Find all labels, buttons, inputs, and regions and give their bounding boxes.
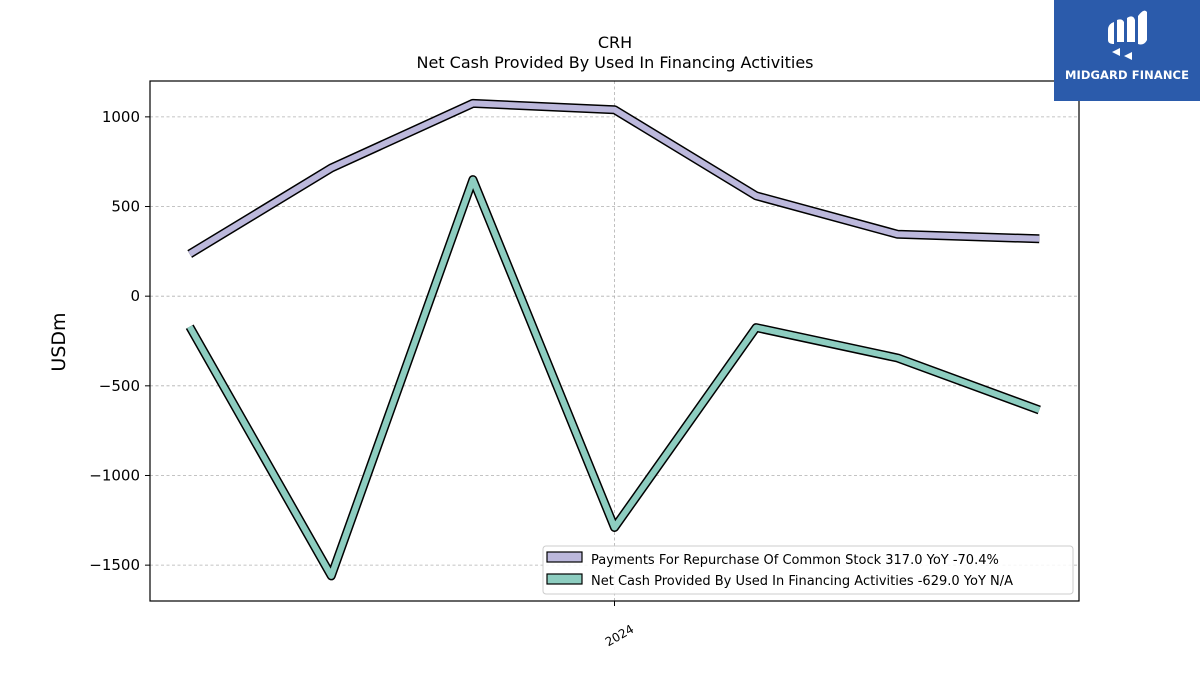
legend-swatch-financing [546,573,583,585]
legend-label-financing: Net Cash Provided By Used In Financing A… [591,574,1013,589]
chart-title: CRH [598,33,632,52]
x-axis: 2024 [603,601,636,649]
brand-logo-text: MIDGARD FINANCE [1064,68,1190,82]
brand-logo: MIDGARD FINANCE [1054,0,1200,101]
y-tick-label: 0 [130,287,140,305]
series-line-0 [188,100,1040,257]
midgard-logo-icon [1108,10,1147,60]
y-axis-label: USDm [48,312,70,371]
legend-swatch-repurchase [546,551,583,563]
x-tick-label: 2024 [603,622,636,649]
series-line-1 [187,176,1041,579]
legend-box [542,545,1074,595]
legend-label-repurchase: Payments For Repurchase Of Common Stock … [591,553,999,568]
y-tick-label: 500 [111,198,140,216]
series-lines [185,98,1041,581]
y-tick-label: −1500 [89,556,140,574]
y-tick-label: −1000 [89,466,140,484]
y-tick-label: −500 [99,377,140,395]
chart-subtitle: Net Cash Provided By Used In Financing A… [416,53,813,72]
legend: Payments For Repurchase Of Common Stock … [542,545,1074,595]
y-tick-label: 1000 [102,108,140,126]
y-axis: 1000 500 0 −500 −1000 −1500 [89,108,150,574]
